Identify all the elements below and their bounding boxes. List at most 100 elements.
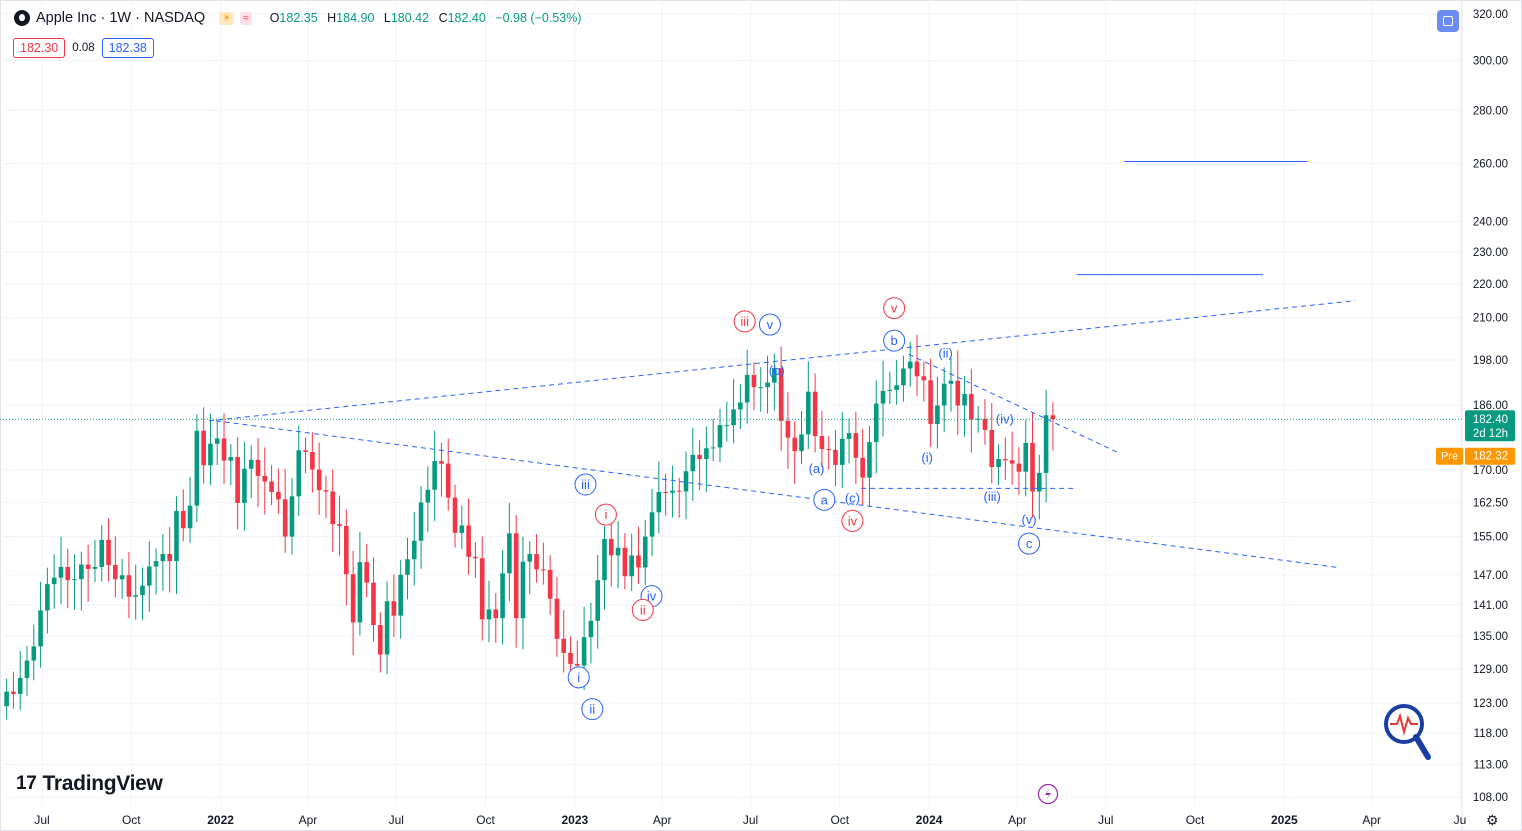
candle-body (1003, 459, 1008, 461)
candle-body (201, 430, 206, 466)
price-tick-label: 155.00 (1473, 532, 1508, 544)
candle-body (500, 573, 505, 619)
trendline (215, 420, 1338, 568)
candle-body (724, 425, 730, 427)
magnifier-pulse-icon (1384, 704, 1424, 744)
expand-icon[interactable] (1437, 10, 1459, 32)
candle-body (744, 374, 750, 403)
open-label: O (269, 11, 280, 25)
price-tick-label: 118.00 (1474, 728, 1508, 740)
price-tick-label: 135.00 (1473, 631, 1508, 643)
bid-button[interactable]: 182.30 (13, 38, 66, 58)
trendline (908, 353, 1120, 454)
close-value: 182.40 (447, 11, 486, 25)
candle-body (11, 691, 16, 694)
price-tick-label: 162.50 (1473, 497, 1508, 509)
candle-body (486, 609, 492, 620)
price-tick-label: 113.00 (1474, 759, 1508, 771)
candle-body (1009, 460, 1015, 464)
candle-body (873, 403, 879, 443)
candle-body (948, 380, 954, 384)
candle-body (629, 555, 634, 577)
candle-body (146, 566, 152, 586)
candle-body (860, 457, 865, 478)
candle-body (615, 547, 621, 556)
wave-label: (iii) (984, 489, 1001, 504)
price-tick-label: 220.00 (1473, 279, 1508, 291)
price-tick-label: 129.00 (1473, 664, 1508, 676)
candle-body (452, 497, 458, 533)
wave-label: (iv) (996, 412, 1014, 427)
candle-body (914, 361, 920, 377)
time-tick-label: Jul (1098, 813, 1113, 827)
wave-label-ring (883, 329, 906, 352)
wave-label: v (891, 301, 898, 316)
price-tick-label: 280.00 (1473, 105, 1508, 117)
candle-body (248, 459, 254, 469)
sun-icon[interactable]: ☀ (219, 11, 235, 25)
symbol-header: Apple Inc · 1W · NASDAQ ☀ ≈ O182.35 H184… (14, 10, 587, 26)
low-label: L (383, 11, 391, 25)
settings-icon[interactable]: ⚙ (1486, 812, 1499, 828)
candle-body (996, 459, 1001, 468)
candle-body (839, 438, 845, 465)
candle-body (846, 433, 852, 439)
candle-body (65, 566, 71, 581)
candle-body (316, 469, 322, 491)
magnifier-handle (1413, 734, 1431, 760)
candle-body (683, 471, 689, 492)
candle-body (398, 574, 403, 616)
wave-icon[interactable]: ≈ (240, 11, 252, 25)
bid-ask-row: 182.30 0.08 182.38 (13, 38, 154, 58)
candle-body (622, 547, 628, 577)
open-value: 182.35 (279, 11, 318, 25)
price-tick-label: 230.00 (1473, 247, 1508, 259)
price-tick-label: 123.00 (1473, 698, 1508, 710)
candle-body (826, 449, 831, 451)
candle-body (989, 429, 995, 468)
candle-body (187, 505, 193, 529)
time-tick-label: Apr (299, 813, 318, 827)
candle-body (51, 577, 57, 585)
candle-body (507, 533, 512, 574)
time-tick-label: Apr (1362, 813, 1381, 827)
candle-body (425, 489, 431, 503)
tradingview-logo[interactable]: 17 TradingView (16, 772, 163, 796)
candle-body (588, 620, 594, 638)
time-tick-label: Ju (1454, 813, 1467, 827)
wave-label: iii (581, 477, 590, 492)
time-tick-label: Jul (743, 813, 758, 827)
candle-body (792, 437, 798, 452)
price-tick-label: 240.00 (1473, 216, 1508, 228)
candle-body (608, 538, 614, 556)
candle-body (785, 420, 791, 438)
candle-body (38, 610, 43, 647)
candle-body (765, 382, 770, 388)
wave-label-ring (813, 488, 836, 511)
wave-label: iv (848, 513, 858, 528)
candle-body (962, 393, 967, 406)
candle-body (194, 430, 200, 506)
candle-body (106, 539, 111, 566)
candle-body (167, 553, 172, 562)
candle-body (126, 575, 132, 597)
price-tick-label: 210.00 (1473, 313, 1508, 325)
candle-body (31, 646, 37, 661)
candle-body (473, 556, 478, 559)
wave-label: b (891, 333, 898, 348)
candle-body (527, 553, 533, 562)
ask-button[interactable]: 182.38 (101, 38, 154, 58)
ohlc-readout: O182.35 H184.90 L180.42 C182.40 −0.98 (−… (270, 11, 588, 25)
wave-label: (v) (1021, 512, 1036, 527)
candle-body (289, 496, 295, 537)
time-tick-label: Oct (830, 813, 849, 827)
candle-body (812, 391, 818, 437)
candle-body (17, 677, 23, 694)
candle-body (697, 454, 702, 460)
candle-body (418, 502, 424, 541)
pre-tag (1436, 447, 1463, 465)
wave-label: ii (640, 602, 646, 617)
symbol-title[interactable]: Apple Inc · 1W · NASDAQ (36, 10, 206, 26)
